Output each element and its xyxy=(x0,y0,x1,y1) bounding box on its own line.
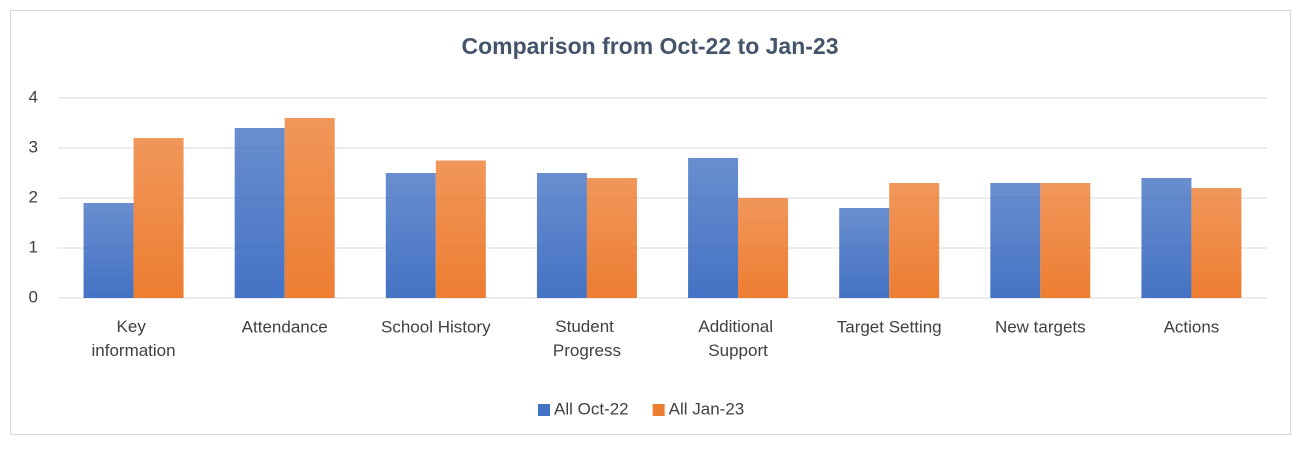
bar xyxy=(234,128,285,298)
bar xyxy=(990,183,1041,298)
bar xyxy=(435,160,486,298)
y-tick-label: 1 xyxy=(29,237,38,256)
bar xyxy=(889,183,940,298)
y-tick-label: 0 xyxy=(29,287,38,306)
legend-swatch xyxy=(538,404,550,416)
y-tick-label: 2 xyxy=(29,187,38,206)
bar xyxy=(284,118,335,298)
x-tick-label: Attendance xyxy=(242,317,328,336)
x-tick-label: Key information xyxy=(92,317,176,360)
x-tick-label: Target Setting xyxy=(837,317,942,336)
chart-frame xyxy=(10,10,1291,435)
legend-label: All Jan-23 xyxy=(669,399,745,418)
legend-swatch xyxy=(652,404,665,416)
bar xyxy=(1141,178,1192,298)
bar xyxy=(1191,188,1242,298)
x-tick-label: Additional Support xyxy=(698,317,777,360)
x-tick-label: Actions xyxy=(1164,317,1220,336)
bar xyxy=(738,198,789,298)
bar xyxy=(586,178,637,298)
legend-label: All Oct-22 xyxy=(554,399,629,418)
chart-title: Comparison from Oct-22 to Jan-23 xyxy=(461,33,838,59)
x-tick-label: School History xyxy=(381,317,491,336)
bar xyxy=(839,208,890,298)
x-tick-label: New targets xyxy=(995,317,1086,336)
y-tick-label: 3 xyxy=(29,137,38,156)
bar xyxy=(133,138,184,298)
bar xyxy=(1040,183,1091,298)
bar xyxy=(385,173,436,298)
x-tick-label: Student Progress xyxy=(553,317,621,360)
bar xyxy=(536,173,587,298)
bar xyxy=(83,203,134,298)
y-tick-label: 4 xyxy=(29,87,38,106)
bar xyxy=(688,158,739,298)
